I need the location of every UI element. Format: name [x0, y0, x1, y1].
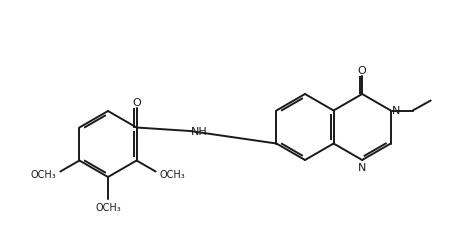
Text: N: N: [358, 162, 367, 172]
Text: O: O: [358, 66, 367, 76]
Text: O: O: [132, 97, 141, 107]
Text: OCH₃: OCH₃: [30, 169, 56, 179]
Text: N: N: [392, 105, 400, 115]
Text: OCH₃: OCH₃: [160, 169, 186, 179]
Text: OCH₃: OCH₃: [95, 202, 121, 212]
Text: NH: NH: [191, 127, 208, 137]
